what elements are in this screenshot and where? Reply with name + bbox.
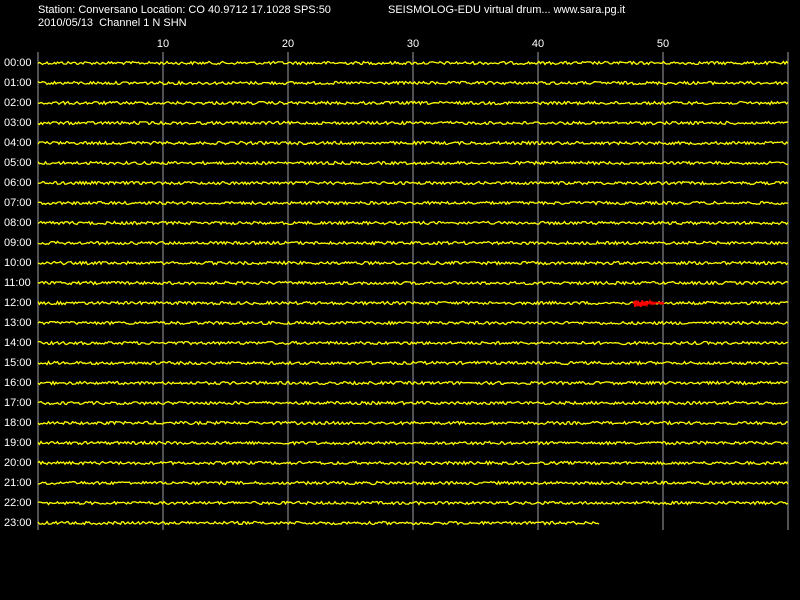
trace <box>37 380 789 386</box>
hour-label: 17:00 <box>4 397 32 409</box>
trace <box>37 500 789 506</box>
date-channel: 2010/05/13 Channel 1 N SHN <box>38 17 187 29</box>
hour-label: 22:00 <box>4 497 32 509</box>
trace <box>37 280 789 286</box>
trace <box>37 120 789 126</box>
trace <box>37 360 789 366</box>
minute-tick-label: 10 <box>157 38 169 50</box>
trace <box>37 340 789 346</box>
minute-tick-label: 30 <box>407 38 419 50</box>
hour-label: 05:00 <box>4 157 32 169</box>
trace <box>37 200 789 206</box>
hour-label: 16:00 <box>4 377 32 389</box>
hour-label: 23:00 <box>4 517 32 529</box>
minute-tick-label: 50 <box>657 38 669 50</box>
trace <box>37 80 789 86</box>
trace <box>37 440 789 446</box>
hour-label: 01:00 <box>4 77 32 89</box>
program-info: SEISMOLOG-EDU virtual drum... www.sara.p… <box>388 4 625 16</box>
hour-label: 10:00 <box>4 257 32 269</box>
trace <box>37 240 789 246</box>
trace <box>37 320 789 326</box>
hour-label: 02:00 <box>4 97 32 109</box>
trace <box>37 160 789 166</box>
hour-label: 21:00 <box>4 477 32 489</box>
hour-label: 00:00 <box>4 57 32 69</box>
trace <box>37 220 789 226</box>
trace <box>37 260 789 266</box>
trace <box>37 420 789 426</box>
hour-label: 12:00 <box>4 297 32 309</box>
hour-label: 14:00 <box>4 337 32 349</box>
trace <box>37 140 789 146</box>
hour-label: 03:00 <box>4 117 32 129</box>
trace <box>37 460 789 466</box>
hour-label: 08:00 <box>4 217 32 229</box>
hour-label: 11:00 <box>4 277 31 289</box>
hour-label: 20:00 <box>4 457 32 469</box>
minute-tick-label: 40 <box>532 38 544 50</box>
hour-label: 19:00 <box>4 437 32 449</box>
station-info: Station: Conversano Location: CO 40.9712… <box>38 4 331 16</box>
trace <box>37 520 600 526</box>
hour-label: 07:00 <box>4 197 32 209</box>
hour-label: 18:00 <box>4 417 32 429</box>
hour-label: 04:00 <box>4 137 32 149</box>
trace <box>37 60 789 66</box>
hour-label: 13:00 <box>4 317 32 329</box>
trace <box>37 180 789 186</box>
trace <box>37 480 789 486</box>
minute-tick-label: 20 <box>282 38 294 50</box>
hour-label: 15:00 <box>4 357 32 369</box>
trace <box>37 400 789 406</box>
trace <box>38 100 789 106</box>
hour-label: 09:00 <box>4 237 32 249</box>
event-trace <box>632 298 665 308</box>
hour-label: 06:00 <box>4 177 32 189</box>
